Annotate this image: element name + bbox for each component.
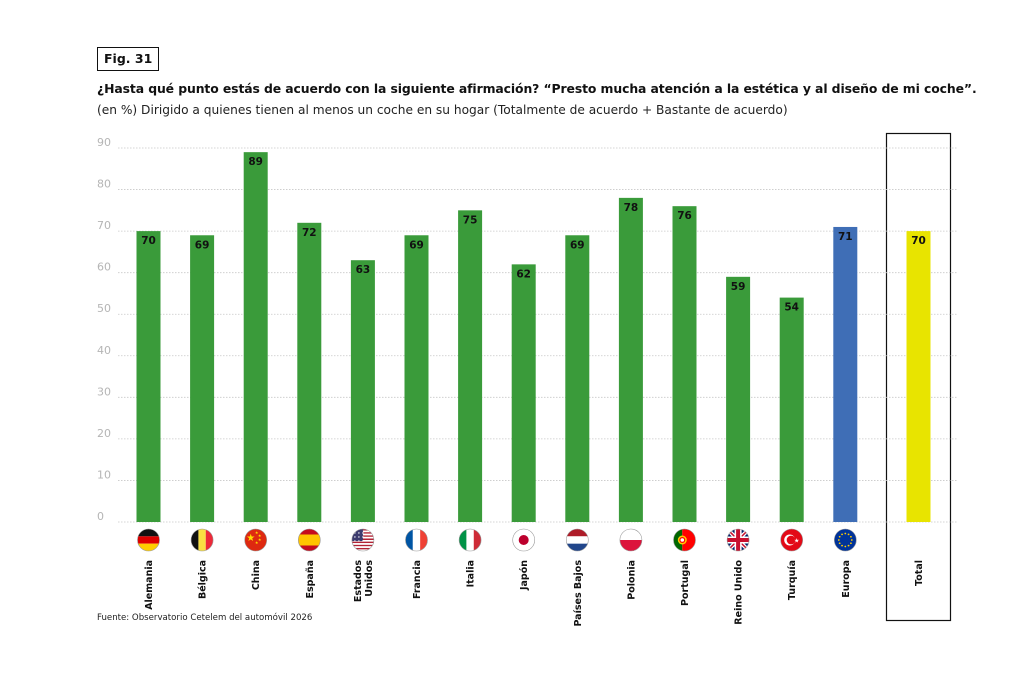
category-label: Europa: [841, 560, 852, 598]
bar-japón: [511, 264, 536, 522]
svg-text:★: ★: [255, 540, 259, 545]
spain-flag-icon: [297, 528, 321, 552]
y-tick-label: 40: [97, 344, 111, 357]
data-label: 69: [409, 239, 424, 251]
y-tick-label: 0: [97, 510, 104, 523]
category-label: Reino Unido: [734, 560, 745, 625]
svg-text:★: ★: [794, 538, 799, 545]
figure-label: Fig. 31: [97, 47, 160, 71]
belgium-flag-icon: [190, 528, 214, 552]
bar-europa: [833, 226, 858, 522]
category-label: Alemania: [144, 560, 155, 610]
y-tick-label: 30: [97, 385, 111, 398]
y-tick-label: 90: [97, 136, 111, 149]
category-label: Japón: [519, 560, 530, 591]
turkey-flag-icon: ★: [780, 528, 804, 552]
data-label: 62: [516, 268, 531, 280]
bar-polonia: [618, 197, 643, 522]
data-label: 89: [248, 156, 263, 168]
svg-text:★: ★: [258, 533, 262, 538]
y-tick-label: 50: [97, 302, 111, 315]
y-tick-label: 10: [97, 468, 111, 481]
bar-turquía: [779, 297, 804, 522]
data-label: 69: [570, 239, 585, 251]
data-label: 76: [677, 210, 692, 222]
bar-bélgica: [190, 235, 215, 522]
data-label: 63: [356, 264, 371, 276]
data-label: 69: [195, 239, 210, 251]
chart-source: Fuente: Observatorio Cetelem del automóv…: [97, 613, 313, 623]
data-label: 75: [463, 214, 478, 226]
data-label: 70: [141, 235, 156, 247]
svg-text:★: ★: [246, 533, 255, 544]
svg-text:★: ★: [258, 537, 262, 542]
y-tick-label: 20: [97, 427, 111, 440]
data-label: 78: [624, 202, 639, 214]
category-label: Bélgica: [198, 560, 209, 599]
bar-reino-unido: [726, 276, 751, 522]
category-label: Total: [914, 560, 925, 586]
bar-españa: [297, 222, 322, 523]
netherlands-flag-icon: [565, 528, 589, 552]
bar-total: [906, 231, 931, 522]
y-tick-label: 80: [97, 178, 111, 191]
bar-italia: [458, 210, 483, 523]
chart-subtitle: (en %) Dirigido a quienes tienen al meno…: [97, 103, 788, 117]
data-label: 70: [911, 235, 926, 247]
category-label: Polonia: [626, 560, 637, 600]
data-label: 54: [784, 302, 799, 314]
total-frame: [885, 132, 952, 622]
category-label: EstadosUnidos: [353, 560, 375, 602]
y-tick-label: 70: [97, 219, 111, 232]
uk-flag-icon: [726, 528, 750, 552]
germany-flag-icon: [137, 528, 160, 552]
bar-países-bajos: [565, 235, 590, 522]
data-label: 71: [838, 231, 853, 243]
category-label: China: [251, 560, 262, 590]
category-label: Turquía: [787, 560, 798, 600]
chart-title: ¿Hasta qué punto estás de acuerdo con la…: [97, 81, 977, 96]
category-label: Francia: [412, 560, 423, 599]
poland-flag-icon: [619, 528, 643, 552]
eu-flag-icon: [833, 528, 857, 552]
bar-francia: [404, 235, 429, 522]
portugal-flag-icon: [673, 528, 696, 552]
japan-flag-icon: [512, 528, 536, 552]
italy-flag-icon: [458, 528, 482, 552]
bar-portugal: [672, 206, 697, 522]
bar-estados-unidos: [350, 260, 375, 522]
category-label: Países Bajos: [573, 560, 584, 627]
category-label: Portugal: [680, 560, 691, 606]
svg-text:★: ★: [255, 530, 259, 535]
y-tick-label: 60: [97, 261, 111, 274]
bar-china: [243, 152, 268, 522]
france-flag-icon: [405, 528, 428, 552]
category-label: Italia: [466, 560, 477, 587]
category-label: España: [305, 560, 316, 599]
usa-flag-icon: [351, 528, 375, 552]
bar-alemania: [136, 231, 161, 522]
china-flag-icon: ★★★★★: [244, 528, 267, 552]
data-label: 72: [302, 227, 317, 239]
data-label: 59: [731, 281, 746, 293]
